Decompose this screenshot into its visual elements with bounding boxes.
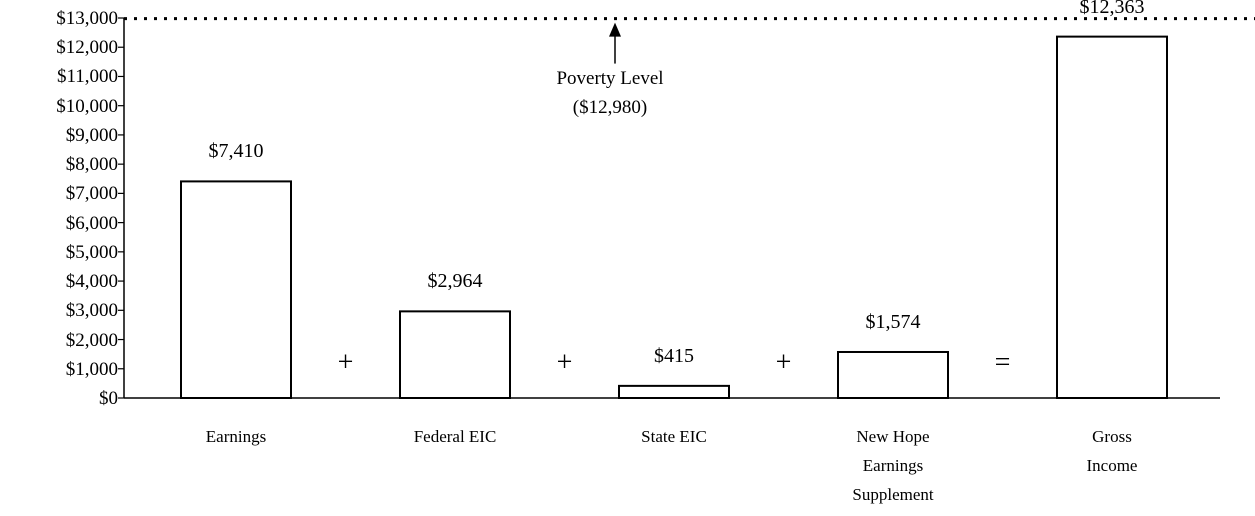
operator: = <box>994 347 1011 378</box>
value-label: $415 <box>654 344 694 367</box>
value-label: $2,964 <box>427 270 483 293</box>
bar <box>837 350 949 400</box>
y-tick-label: $10,000 <box>56 95 118 117</box>
value-label: $1,574 <box>865 310 921 333</box>
x-tick-label: New Hope Earnings Supplement <box>852 427 934 504</box>
y-tick-label: $2,000 <box>65 329 118 351</box>
y-tick-label: $12,000 <box>56 37 118 59</box>
value-label: $12,363 <box>1079 0 1145 18</box>
operator: + <box>775 347 792 378</box>
bar <box>180 180 292 399</box>
bar <box>618 384 730 400</box>
operator: + <box>337 347 354 378</box>
y-tick-label: $3,000 <box>65 300 118 322</box>
y-tick-label: $9,000 <box>65 124 118 146</box>
y-tick-label: $7,000 <box>65 183 118 205</box>
y-tick-label: $5,000 <box>65 241 118 263</box>
bar <box>1056 35 1168 400</box>
y-tick-label: $0 <box>99 388 118 409</box>
reference-label: Poverty Level ($12,980) <box>556 67 664 118</box>
bar <box>399 310 511 399</box>
y-tick-label: $6,000 <box>65 212 118 234</box>
x-tick-label: Gross Income <box>1086 427 1138 475</box>
operator: + <box>556 347 573 378</box>
value-label: $7,410 <box>208 140 264 163</box>
x-tick-label: State EIC <box>641 427 707 446</box>
y-tick-label: $13,000 <box>56 8 118 29</box>
x-tick-label: Federal EIC <box>413 427 497 446</box>
y-tick-label: $1,000 <box>65 358 118 380</box>
y-tick-label: $11,000 <box>56 66 118 88</box>
y-tick-label: $8,000 <box>65 154 118 176</box>
arrow-head <box>609 22 621 37</box>
x-tick-label: Earnings <box>205 427 267 446</box>
y-tick-label: $4,000 <box>65 271 118 293</box>
